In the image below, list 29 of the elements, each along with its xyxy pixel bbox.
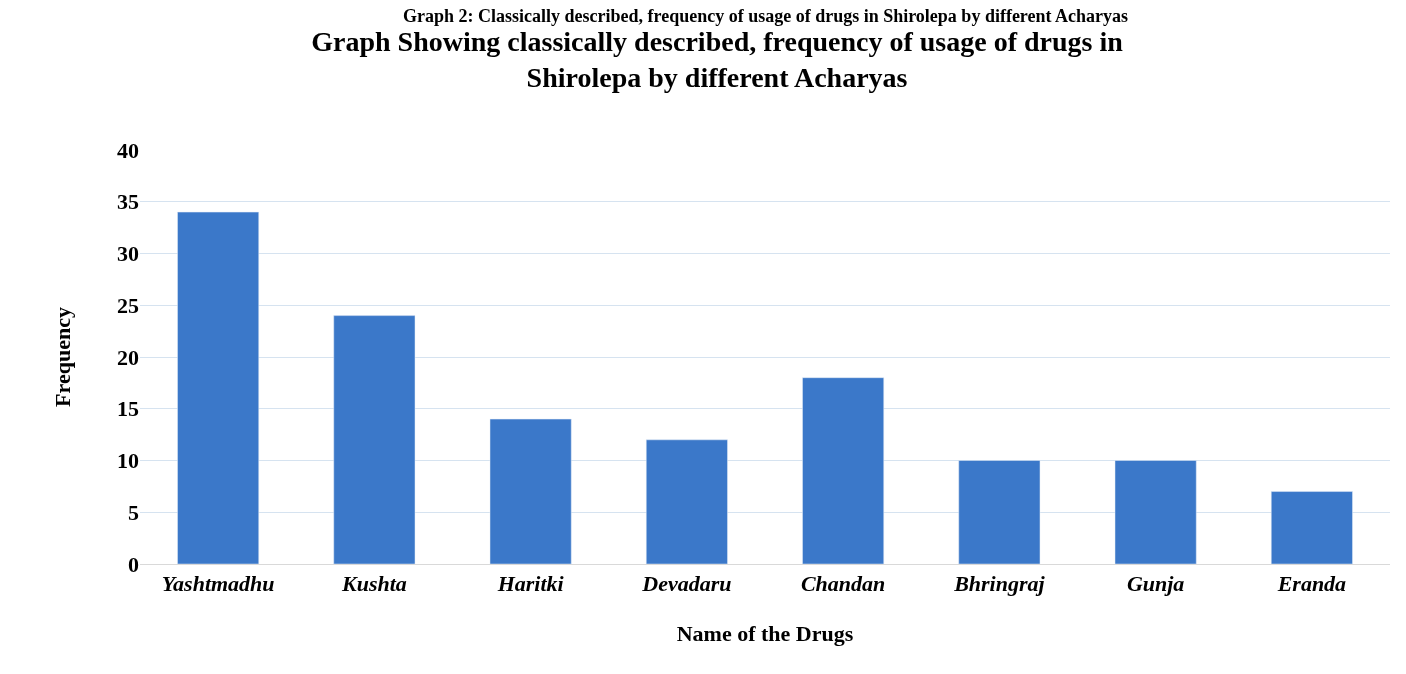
y-tick-label: 15 bbox=[117, 396, 139, 422]
bar bbox=[1114, 460, 1197, 564]
bar bbox=[333, 315, 416, 564]
y-tick-label: 10 bbox=[117, 448, 139, 474]
bar bbox=[489, 418, 572, 564]
x-tick-label: Chandan bbox=[800, 571, 886, 597]
chart-title: Graph Showing classically described, frequency of usage of drugs in Shirolepa by different Acharyas bbox=[311, 25, 1124, 93]
x-axis-title: Name of the Drugs bbox=[676, 621, 854, 647]
bar bbox=[958, 460, 1041, 564]
x-tick-label: Kushta bbox=[340, 571, 407, 597]
y-tick-label: 35 bbox=[117, 189, 139, 215]
y-tick-label: 25 bbox=[117, 292, 139, 318]
bar bbox=[177, 211, 259, 564]
caption: Graph 2: Classically described, frequency of usage of drugs in Shirolepa by different Acharyas bbox=[403, 6, 1129, 26]
y-tick-label: 40 bbox=[117, 137, 139, 163]
bar bbox=[646, 439, 728, 564]
bar bbox=[802, 377, 884, 564]
y-tick-label: 20 bbox=[117, 344, 139, 370]
y-tick-label: 5 bbox=[128, 499, 139, 525]
x-tick-label: Bhringraj bbox=[953, 571, 1046, 597]
y-tick-label: 30 bbox=[117, 241, 139, 267]
x-tick-label: Devadaru bbox=[641, 571, 732, 597]
bar bbox=[1271, 491, 1353, 564]
x-tick-label: Eranda bbox=[1276, 571, 1347, 597]
x-tick-label: Yashtmadhu bbox=[161, 571, 275, 597]
y-tick-label: 0 bbox=[128, 551, 139, 577]
x-tick-label: Haritki bbox=[496, 571, 565, 597]
x-tick-label: Gunja bbox=[1126, 571, 1185, 597]
y-axis-title: Frequency bbox=[49, 307, 75, 407]
